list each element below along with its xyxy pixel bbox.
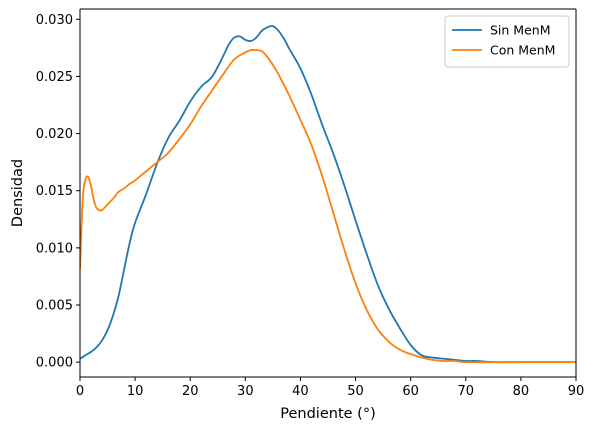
y-tick-label: 0.010 bbox=[36, 241, 73, 256]
legend-label-sin-menm: Sin MenM bbox=[490, 23, 551, 38]
series-line-sin-menm bbox=[80, 25, 576, 364]
x-tick-label: 50 bbox=[347, 384, 364, 399]
series-lines bbox=[80, 25, 576, 364]
x-tick-label: 90 bbox=[568, 384, 585, 399]
legend: Sin MenM Con MenM bbox=[444, 15, 570, 68]
x-tick-label: 70 bbox=[458, 384, 475, 399]
x-tick-label: 60 bbox=[402, 384, 419, 399]
x-tick-label: 80 bbox=[513, 384, 530, 399]
y-axis-title: Densidad bbox=[10, 159, 26, 227]
y-tick-label: 0.005 bbox=[36, 299, 73, 314]
legend-label-con-menm: Con MenM bbox=[490, 43, 555, 58]
y-tick-label: 0.025 bbox=[36, 70, 73, 85]
x-tick-label: 20 bbox=[182, 384, 199, 399]
x-tick-label: 30 bbox=[237, 384, 254, 399]
x-axis-title: Pendiente (°) bbox=[280, 406, 375, 422]
x-tick-label: 0 bbox=[76, 384, 84, 399]
axes bbox=[79, 8, 577, 378]
ticks: 0 10 20 30 40 50 60 70 80 90 0.000 0.005 0.010 0.015 0… bbox=[36, 13, 584, 399]
y-tick-label: 0.020 bbox=[36, 127, 73, 142]
y-tick-label: 0.015 bbox=[36, 184, 73, 199]
x-tick-label: 10 bbox=[127, 384, 144, 399]
y-tick-label: 0.030 bbox=[36, 13, 73, 28]
series-line-con-menm bbox=[80, 49, 576, 364]
legend-frame bbox=[444, 15, 570, 68]
y-tick-label: 0.000 bbox=[36, 356, 73, 371]
x-tick-label: 40 bbox=[292, 384, 309, 399]
